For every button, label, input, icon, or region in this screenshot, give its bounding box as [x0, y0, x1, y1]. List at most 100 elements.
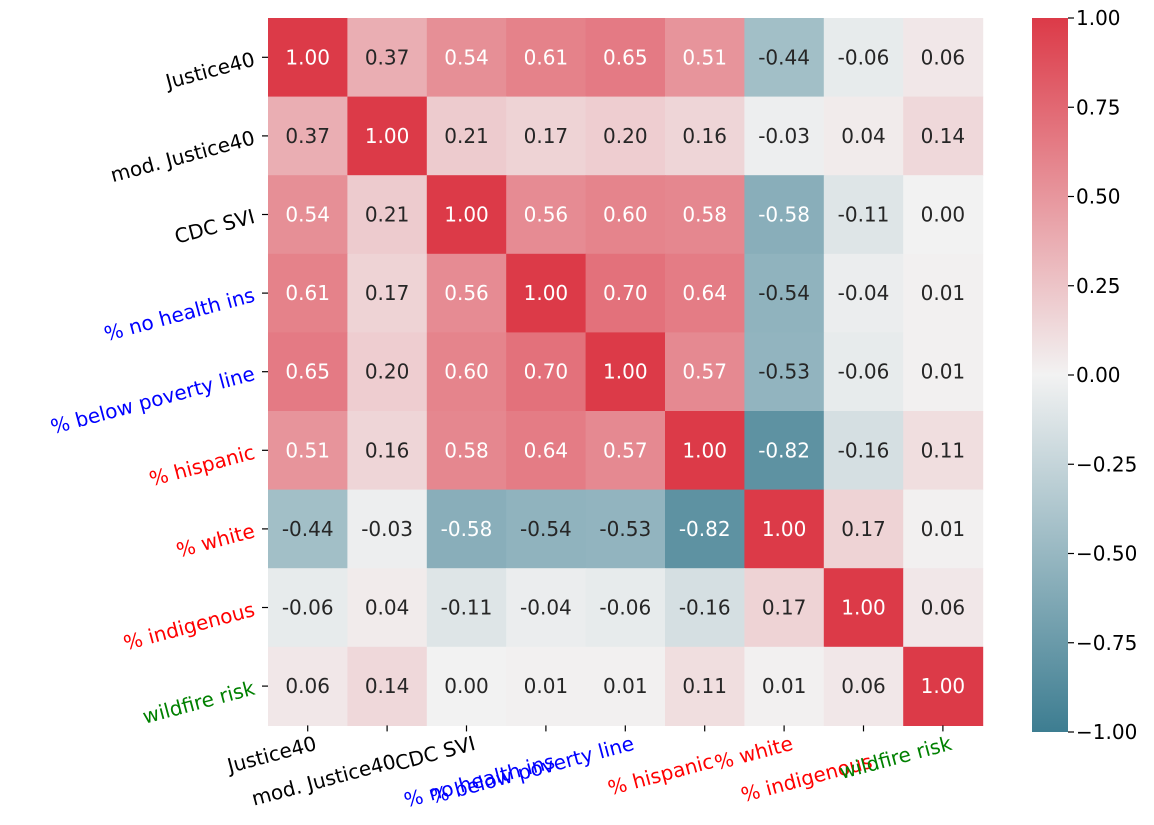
heatmap-cell	[347, 18, 428, 98]
heatmap-cell	[347, 646, 428, 726]
cell-value-label: -0.16	[679, 596, 731, 620]
y-label-mod-justice40: mod. Justice40	[108, 126, 257, 188]
cell-value-label: 1.00	[682, 438, 727, 462]
heatmap-cell	[903, 489, 984, 569]
cell-value-label: -0.11	[441, 596, 493, 620]
heatmap-cell	[426, 489, 507, 569]
heatmap-cell	[903, 646, 984, 726]
heatmap-cells: 1.00 0.37 0.54 0.61 0.65 0.51 -0.44 -0.06 0.06 0.…	[268, 18, 984, 726]
colorbar-tick-label: 0.75	[1076, 95, 1121, 119]
cell-value-label: 0.20	[365, 360, 410, 384]
cell-value-label: 0.14	[365, 674, 410, 698]
y-label-pct-hispanic: % hispanic	[147, 440, 258, 491]
heatmap-cell	[823, 18, 904, 98]
heatmap-cell	[665, 568, 745, 648]
cell-value-label: 0.16	[682, 124, 727, 148]
cell-value-label: 1.00	[841, 596, 886, 620]
cell-value-label: -0.04	[520, 596, 572, 620]
heatmap-cell	[426, 253, 507, 333]
heatmap-cell	[903, 175, 984, 255]
cell-value-label: 0.20	[603, 124, 648, 148]
heatmap-cell	[823, 253, 904, 333]
colorbar-tick-label: 0.25	[1076, 274, 1121, 298]
cell-value-label: 0.00	[921, 203, 966, 227]
cell-value-label: 1.00	[603, 360, 648, 384]
heatmap-cell	[268, 568, 348, 648]
cell-value-label: 0.70	[524, 360, 569, 384]
cell-value-label: 1.00	[365, 124, 410, 148]
cell-value-label: -0.03	[758, 124, 810, 148]
cell-value-label: 1.00	[444, 203, 489, 227]
cell-value-label: 0.01	[921, 517, 966, 541]
cell-value-label: 0.14	[921, 124, 966, 148]
colorbar-tick-label: 1.00	[1076, 6, 1121, 30]
y-label-pct-white: % white	[174, 519, 258, 563]
cell-value-label: 0.06	[921, 45, 966, 69]
cell-value-label: 1.00	[524, 281, 569, 305]
heatmap-cell	[903, 18, 984, 98]
heatmap-cell	[744, 332, 825, 412]
cell-value-label: 0.21	[365, 203, 410, 227]
heatmap-cell	[823, 332, 904, 412]
cell-value-label: -0.06	[838, 360, 890, 384]
cell-value-label: -0.06	[838, 45, 890, 69]
heatmap-cell	[823, 568, 904, 648]
cell-value-label: 0.16	[365, 438, 410, 462]
cell-value-label: -0.44	[282, 517, 334, 541]
heatmap-cell	[665, 18, 745, 98]
cell-value-label: 0.37	[365, 45, 410, 69]
cell-value-label: 0.00	[444, 674, 489, 698]
cell-value-label: 1.00	[285, 45, 330, 69]
cell-value-label: 0.01	[603, 674, 648, 698]
heatmap-cell	[585, 96, 666, 176]
colorbar-tick-label: 0.00	[1076, 363, 1121, 387]
heatmap-cell	[665, 175, 745, 255]
heatmap-cell	[903, 96, 984, 176]
cell-value-label: 0.01	[921, 281, 966, 305]
heatmap-cell	[903, 253, 984, 333]
colorbar-gradient	[1032, 18, 1068, 732]
heatmap-cell	[585, 253, 666, 333]
heatmap-cell	[823, 96, 904, 176]
heatmap-cell	[426, 96, 507, 176]
x-label-justice40: Justice40	[223, 731, 319, 778]
cell-value-label: 0.06	[921, 596, 966, 620]
colorbar-tick-label: −0.50	[1076, 542, 1137, 566]
y-label-pct-no-health-ins: % no health ins	[101, 283, 257, 346]
cell-value-label: 0.56	[524, 203, 569, 227]
cell-value-label: 0.58	[682, 203, 727, 227]
heatmap-cell	[426, 568, 507, 648]
cell-value-label: -0.44	[758, 45, 810, 69]
heatmap-cell	[426, 332, 507, 412]
heatmap-cell	[903, 332, 984, 412]
cell-value-label: 0.64	[682, 281, 727, 305]
heatmap-cell	[506, 96, 587, 176]
cell-value-label: 0.61	[285, 281, 330, 305]
heatmap-cell	[506, 253, 587, 333]
heatmap-cell	[506, 646, 587, 726]
cell-value-label: 0.57	[603, 438, 648, 462]
heatmap-cell	[347, 175, 428, 255]
cell-value-label: -0.03	[361, 517, 413, 541]
heatmap-cell	[665, 332, 745, 412]
heatmap-cell	[585, 332, 666, 412]
cell-value-label: 0.04	[841, 124, 886, 148]
cell-value-label: 0.54	[285, 203, 330, 227]
cell-value-label: 0.51	[682, 45, 727, 69]
cell-value-label: 0.51	[285, 438, 330, 462]
heatmap-cell	[823, 646, 904, 726]
heatmap-cell	[347, 253, 428, 333]
cell-value-label: 0.04	[365, 596, 410, 620]
cell-value-label: 0.11	[682, 674, 727, 698]
heatmap-cell	[744, 568, 825, 648]
colorbar-tick-label: −0.75	[1076, 631, 1137, 655]
heatmap-cell	[347, 568, 428, 648]
cell-value-label: -0.04	[838, 281, 890, 305]
y-label-pct-indigenous: % indigenous	[121, 597, 257, 655]
heatmap-cell	[744, 18, 825, 98]
cell-value-label: -0.82	[758, 438, 810, 462]
cell-value-label: 0.06	[285, 674, 330, 698]
heatmap-cell	[426, 411, 507, 491]
cell-value-label: -0.06	[599, 596, 651, 620]
cell-value-label: 0.17	[841, 517, 886, 541]
